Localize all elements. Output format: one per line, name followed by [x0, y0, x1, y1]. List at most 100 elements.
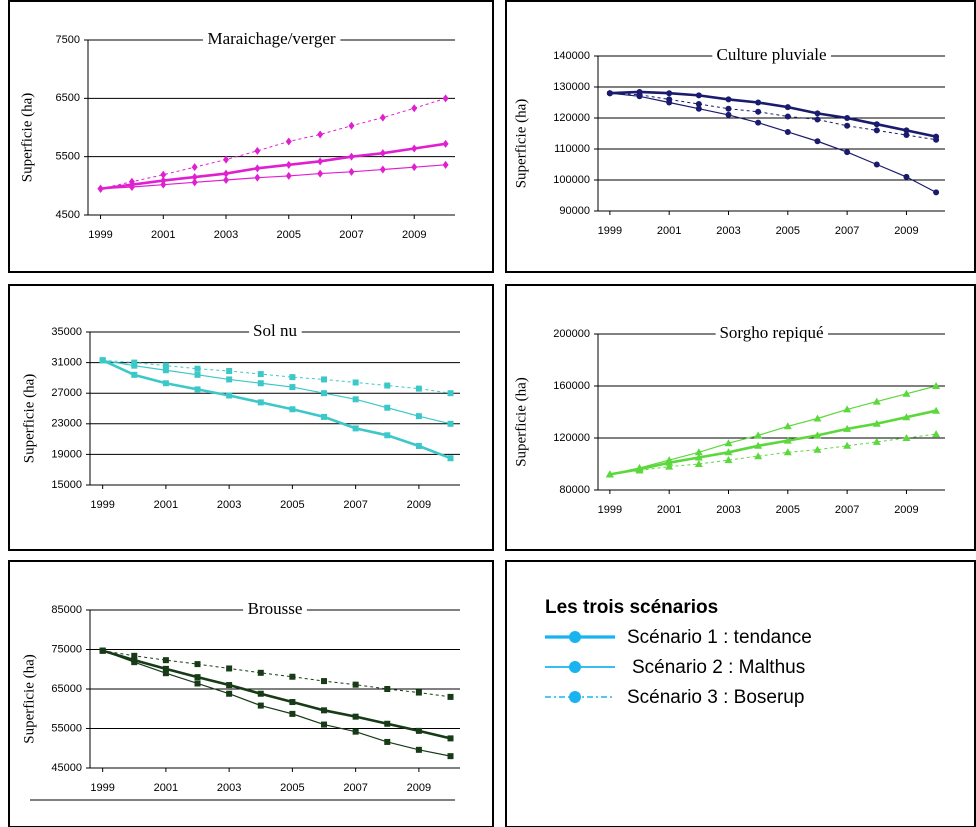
- marker: [162, 362, 169, 369]
- marker: [447, 420, 454, 427]
- x-tick-label: 2005: [776, 504, 800, 516]
- marker: [384, 382, 391, 389]
- x-tick-label: 2003: [716, 504, 740, 516]
- x-tick-label: 2005: [277, 229, 301, 241]
- y-tick-label: 4500: [56, 209, 80, 221]
- x-tick-label: 2003: [716, 225, 740, 237]
- x-tick-label: 1999: [90, 782, 114, 794]
- x-tick-label: 2009: [894, 225, 918, 237]
- series-line: [102, 650, 451, 698]
- marker: [813, 445, 822, 453]
- y-tick-label: 120000: [553, 432, 590, 444]
- y-tick-label: 200000: [553, 328, 590, 340]
- marker: [384, 686, 391, 692]
- x-tick-label: 2005: [776, 225, 800, 237]
- marker: [442, 139, 449, 148]
- marker: [226, 682, 233, 689]
- legend-marker: [569, 631, 581, 643]
- marker: [694, 453, 703, 461]
- marker: [447, 455, 454, 462]
- marker: [666, 90, 673, 97]
- marker: [254, 173, 261, 182]
- y-axis-label: Superficie (ha): [513, 377, 529, 467]
- marker: [447, 753, 454, 760]
- marker: [724, 448, 733, 456]
- y-tick-label: 6500: [56, 92, 80, 104]
- series-line: [609, 385, 937, 475]
- y-tick-label: 85000: [51, 604, 82, 616]
- marker: [348, 121, 355, 130]
- marker: [813, 431, 822, 439]
- marker: [131, 359, 138, 366]
- y-tick-label: 15000: [51, 479, 82, 491]
- marker: [160, 180, 167, 189]
- marker: [411, 104, 418, 113]
- marker: [694, 460, 703, 467]
- marker: [257, 690, 264, 697]
- marker: [442, 160, 449, 169]
- series-line: [102, 359, 451, 425]
- marker: [933, 189, 940, 196]
- marker: [162, 657, 169, 664]
- x-tick-label: 2001: [154, 499, 178, 511]
- marker: [317, 157, 324, 166]
- marker: [97, 184, 104, 193]
- x-tick-label: 2001: [154, 782, 178, 794]
- marker: [317, 130, 324, 139]
- marker: [724, 439, 733, 447]
- chart-title: Sol nu: [253, 321, 297, 340]
- marker: [415, 746, 422, 753]
- x-tick-label: 2007: [835, 504, 859, 516]
- marker: [932, 430, 941, 438]
- marker: [254, 146, 261, 155]
- chart-title: Maraichage/verger: [207, 29, 335, 48]
- marker: [783, 422, 792, 430]
- marker: [99, 357, 106, 364]
- y-tick-label: 160000: [553, 380, 590, 392]
- marker: [384, 738, 391, 745]
- marker: [226, 368, 233, 375]
- series-line: [102, 649, 451, 740]
- marker: [352, 713, 359, 720]
- marker: [162, 380, 169, 387]
- marker: [415, 727, 422, 734]
- y-tick-label: 19000: [51, 448, 82, 460]
- marker: [872, 397, 881, 405]
- marker: [784, 113, 791, 120]
- marker: [191, 173, 198, 182]
- marker: [321, 376, 328, 383]
- marker: [317, 169, 324, 178]
- x-tick-label: 2005: [280, 499, 304, 511]
- marker: [415, 413, 422, 420]
- marker: [724, 456, 733, 464]
- marker: [194, 680, 201, 687]
- marker: [352, 728, 359, 735]
- marker: [379, 113, 386, 122]
- marker: [289, 374, 296, 381]
- marker: [226, 376, 233, 383]
- marker: [321, 721, 328, 728]
- marker: [379, 149, 386, 158]
- marker: [903, 132, 910, 139]
- marker: [843, 424, 852, 432]
- panel: [8, 284, 494, 551]
- y-tick-label: 75000: [51, 643, 82, 655]
- marker: [695, 105, 702, 112]
- y-tick-label: 80000: [559, 484, 590, 496]
- marker: [843, 441, 852, 449]
- series-line: [100, 164, 446, 190]
- marker: [289, 710, 296, 717]
- legend-marker: [569, 661, 581, 673]
- marker: [902, 413, 911, 421]
- marker: [321, 707, 328, 714]
- x-tick-label: 2005: [280, 782, 304, 794]
- marker: [254, 164, 261, 173]
- marker: [226, 690, 233, 697]
- marker: [348, 152, 355, 161]
- marker: [191, 163, 198, 172]
- marker: [223, 155, 230, 164]
- y-tick-label: 27000: [51, 387, 82, 399]
- marker: [226, 392, 233, 399]
- x-tick-label: 2003: [217, 499, 241, 511]
